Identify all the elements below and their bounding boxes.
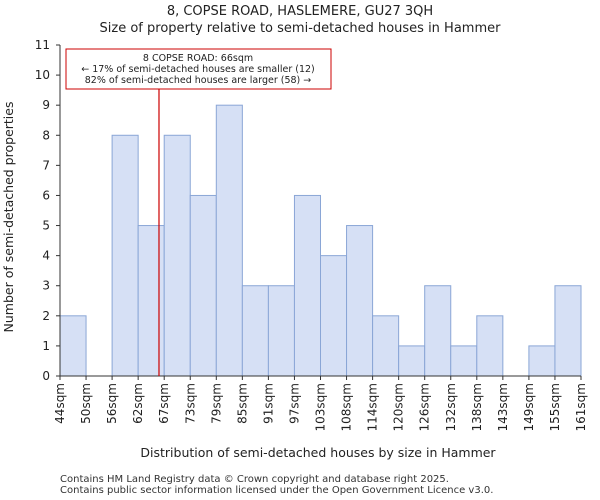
bar-126sqm bbox=[424, 285, 452, 377]
x-tick-label-56sqm: 56sqm bbox=[105, 383, 119, 424]
x-tick-label-126sqm: 126sqm bbox=[418, 383, 432, 431]
x-tick-label-103sqm: 103sqm bbox=[314, 383, 328, 431]
y-tick-label-1: 1 bbox=[42, 339, 50, 353]
x-tick-label-73sqm: 73sqm bbox=[183, 383, 197, 424]
x-tick-label-85sqm: 85sqm bbox=[235, 383, 249, 424]
y-tick-label-11: 11 bbox=[35, 38, 50, 52]
x-tick-label-120sqm: 120sqm bbox=[392, 383, 406, 431]
footer-line-2: Contains public sector information licen… bbox=[60, 485, 494, 496]
y-tick-label-7: 7 bbox=[42, 158, 50, 172]
chart-title: 8, COPSE ROAD, HASLEMERE, GU27 3QH bbox=[167, 4, 433, 19]
y-tick-label-6: 6 bbox=[42, 188, 50, 202]
y-tick-label-0: 0 bbox=[42, 369, 50, 383]
bar-132sqm bbox=[450, 345, 478, 377]
bar-79sqm bbox=[215, 104, 243, 377]
x-tick-label-97sqm: 97sqm bbox=[287, 383, 301, 424]
x-tick-label-91sqm: 91sqm bbox=[261, 383, 275, 424]
x-tick-label-67sqm: 67sqm bbox=[157, 383, 171, 424]
y-tick-label-5: 5 bbox=[42, 219, 50, 233]
y-ticks-group: 0 1 2 3 4 5 6 7 8 9 10 11 bbox=[35, 38, 60, 383]
x-tick-label-149sqm: 149sqm bbox=[522, 383, 536, 431]
x-tick-label-114sqm: 114sqm bbox=[366, 383, 380, 431]
bars-group bbox=[59, 104, 582, 377]
y-tick-label-8: 8 bbox=[42, 128, 50, 142]
annotation-box bbox=[65, 48, 332, 90]
x-ticks-group: 44sqm 50sqm 56sqm 62sqm 67sqm 73sqm 79sqm 85sqm… bbox=[53, 376, 588, 431]
bar-91sqm bbox=[267, 285, 295, 377]
footer-line-1: Contains HM Land Registry data © Crown c… bbox=[60, 474, 449, 485]
bar-67sqm bbox=[163, 134, 191, 377]
x-tick-label-161sqm: 161sqm bbox=[574, 383, 588, 431]
y-tick-label-9: 9 bbox=[42, 98, 50, 112]
bar-149sqm bbox=[528, 345, 556, 377]
annotation-line-1: 8 COPSE ROAD: 66sqm bbox=[143, 53, 253, 64]
x-tick-label-138sqm: 138sqm bbox=[470, 383, 484, 431]
x-tick-label-79sqm: 79sqm bbox=[209, 383, 223, 424]
y-tick-label-4: 4 bbox=[42, 249, 50, 263]
bar-56sqm bbox=[111, 134, 139, 377]
x-tick-label-44sqm: 44sqm bbox=[53, 383, 67, 424]
x-tick-label-50sqm: 50sqm bbox=[79, 383, 93, 424]
bar-73sqm bbox=[189, 194, 217, 377]
bar-114sqm bbox=[372, 315, 400, 377]
bar-120sqm bbox=[398, 345, 426, 377]
property-annotation: 8 COPSE ROAD: 66sqm ← 17% of semi-detach… bbox=[65, 48, 332, 90]
y-tick-label-10: 10 bbox=[35, 68, 50, 82]
x-tick-label-62sqm: 62sqm bbox=[131, 383, 145, 424]
bar-62sqm bbox=[137, 225, 165, 377]
annotation-line-2: ← 17% of semi-detached houses are smalle… bbox=[81, 64, 315, 75]
y-axis-label: Number of semi-detached properties bbox=[1, 102, 16, 333]
chart-subtitle: Size of property relative to semi-detach… bbox=[100, 21, 502, 36]
y-tick-label-3: 3 bbox=[42, 279, 50, 293]
annotation-line-3: 82% of semi-detached houses are larger (… bbox=[85, 75, 312, 86]
bar-85sqm bbox=[241, 285, 269, 377]
bar-155sqm bbox=[554, 285, 582, 377]
y-tick-label-2: 2 bbox=[42, 309, 50, 323]
x-tick-label-132sqm: 132sqm bbox=[444, 383, 458, 431]
bar-108sqm bbox=[346, 225, 374, 377]
bar-44sqm bbox=[59, 315, 87, 377]
bar-138sqm bbox=[476, 315, 504, 377]
x-tick-label-143sqm: 143sqm bbox=[496, 383, 510, 431]
bar-103sqm bbox=[320, 255, 348, 377]
x-tick-label-108sqm: 108sqm bbox=[340, 383, 354, 431]
bar-97sqm bbox=[293, 194, 322, 377]
x-tick-label-155sqm: 155sqm bbox=[548, 383, 562, 431]
x-axis-label: Distribution of semi-detached houses by … bbox=[140, 445, 496, 460]
